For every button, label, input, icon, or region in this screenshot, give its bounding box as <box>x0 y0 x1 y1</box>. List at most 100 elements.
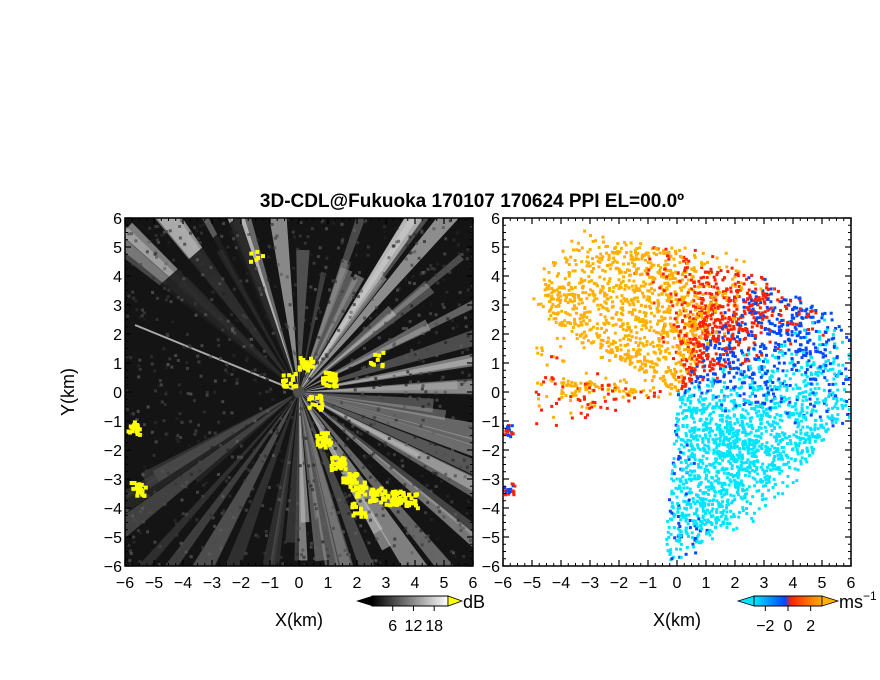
clutter-mark <box>281 373 286 378</box>
velocity-pixel <box>776 367 780 371</box>
velocity-pixel <box>821 314 824 318</box>
velocity-pixel <box>639 365 643 369</box>
noise-speckle <box>467 373 471 377</box>
velocity-pixel <box>828 351 832 354</box>
velocity-pixel <box>770 322 774 326</box>
velocity-pixel <box>708 434 712 438</box>
noise-speckle <box>314 507 318 511</box>
velocity-pixel <box>791 481 795 485</box>
velocity-pixel <box>678 479 682 483</box>
noise-speckle <box>234 246 238 250</box>
velocity-pixel <box>734 269 738 273</box>
noise-speckle <box>430 302 434 306</box>
velocity-pixel <box>595 284 599 288</box>
noise-speckle <box>297 406 301 410</box>
velocity-pixel <box>743 431 747 434</box>
velocity-pixel <box>691 434 695 438</box>
noise-speckle <box>188 541 192 545</box>
velocity-pixel <box>723 453 727 457</box>
velocity-pixel <box>708 369 712 373</box>
velocity-pixel <box>858 392 861 395</box>
velocity-pixel <box>759 375 763 379</box>
velocity-pixel <box>745 277 749 281</box>
velocity-pixel <box>753 302 757 305</box>
velocity-pixel <box>732 414 736 418</box>
velocity-pixel <box>786 414 790 418</box>
velocity-pixel <box>715 446 719 450</box>
noise-speckle <box>314 352 318 356</box>
velocity-pixel <box>692 453 696 457</box>
velocity-pixel <box>718 462 722 466</box>
noise-speckle <box>176 359 180 362</box>
noise-speckle <box>372 330 376 334</box>
velocity-pixel <box>702 319 705 323</box>
noise-speckle <box>392 544 396 548</box>
velocity-pixel <box>725 426 729 430</box>
velocity-pixel <box>785 462 789 466</box>
velocity-pixel <box>800 356 804 360</box>
velocity-pixel <box>697 465 701 469</box>
noise-speckle <box>445 290 449 294</box>
velocity-pixel <box>807 359 811 363</box>
velocity-pixel <box>776 401 780 405</box>
velocity-pixel <box>632 279 636 283</box>
noise-speckle <box>214 540 218 544</box>
velocity-pixel <box>804 335 808 339</box>
velocity-pixel <box>649 306 652 310</box>
velocity-pixel <box>626 322 630 326</box>
velocity-pixel <box>772 420 775 424</box>
velocity-pixel <box>659 284 663 288</box>
velocity-pixel <box>737 467 741 471</box>
velocity-pixel <box>619 299 623 303</box>
velocity-pixel <box>669 548 673 552</box>
velocity-pixel <box>552 261 555 264</box>
velocity-pixel <box>587 275 591 279</box>
velocity-pixel <box>679 518 683 522</box>
velocity-pixel <box>857 355 860 358</box>
noise-speckle <box>315 358 319 362</box>
velocity-pixel <box>742 305 746 309</box>
velocity-pixel <box>775 412 779 416</box>
velocity-pixel <box>581 285 585 289</box>
velocity-pixel <box>666 549 670 553</box>
velocity-pixel <box>858 354 861 357</box>
noise-speckle <box>374 559 378 563</box>
velocity-pixel <box>769 468 773 472</box>
velocity-pixel <box>700 458 704 462</box>
velocity-pixel <box>685 282 689 286</box>
velocity-pixel <box>687 513 691 517</box>
noise-speckle <box>295 552 299 556</box>
noise-speckle <box>325 354 329 358</box>
velocity-pixel <box>612 285 616 289</box>
noise-speckle <box>259 289 263 293</box>
velocity-pixel <box>569 293 572 297</box>
velocity-pixel <box>751 381 755 385</box>
velocity-pixel <box>678 351 682 355</box>
velocity-pixel <box>723 276 726 280</box>
clutter-mark <box>321 376 325 381</box>
clutter-mark <box>373 352 378 357</box>
velocity-pixel <box>663 356 667 359</box>
velocity-pixel <box>722 364 726 368</box>
velocity-pixel <box>707 431 711 435</box>
noise-speckle <box>244 315 248 319</box>
velocity-pixel <box>731 407 735 411</box>
noise-speckle <box>130 232 133 236</box>
clutter-mark <box>322 435 327 440</box>
velocity-pixel <box>794 408 798 412</box>
velocity-pixel <box>566 293 570 297</box>
velocity-pixel <box>602 321 606 325</box>
noise-speckle <box>354 531 358 535</box>
velocity-pixel <box>599 338 603 342</box>
noise-speckle <box>188 517 192 521</box>
velocity-pixel <box>598 291 602 295</box>
noise-speckle <box>451 416 455 420</box>
noise-speckle <box>159 233 163 237</box>
velocity-pixel <box>812 363 816 367</box>
velocity-pixel <box>750 516 754 520</box>
clutter-mark <box>327 384 332 389</box>
velocity-pixel <box>599 252 603 256</box>
velocity-pixel <box>733 402 737 406</box>
velocity-pixel <box>808 397 812 401</box>
velocity-pixel <box>691 337 695 341</box>
